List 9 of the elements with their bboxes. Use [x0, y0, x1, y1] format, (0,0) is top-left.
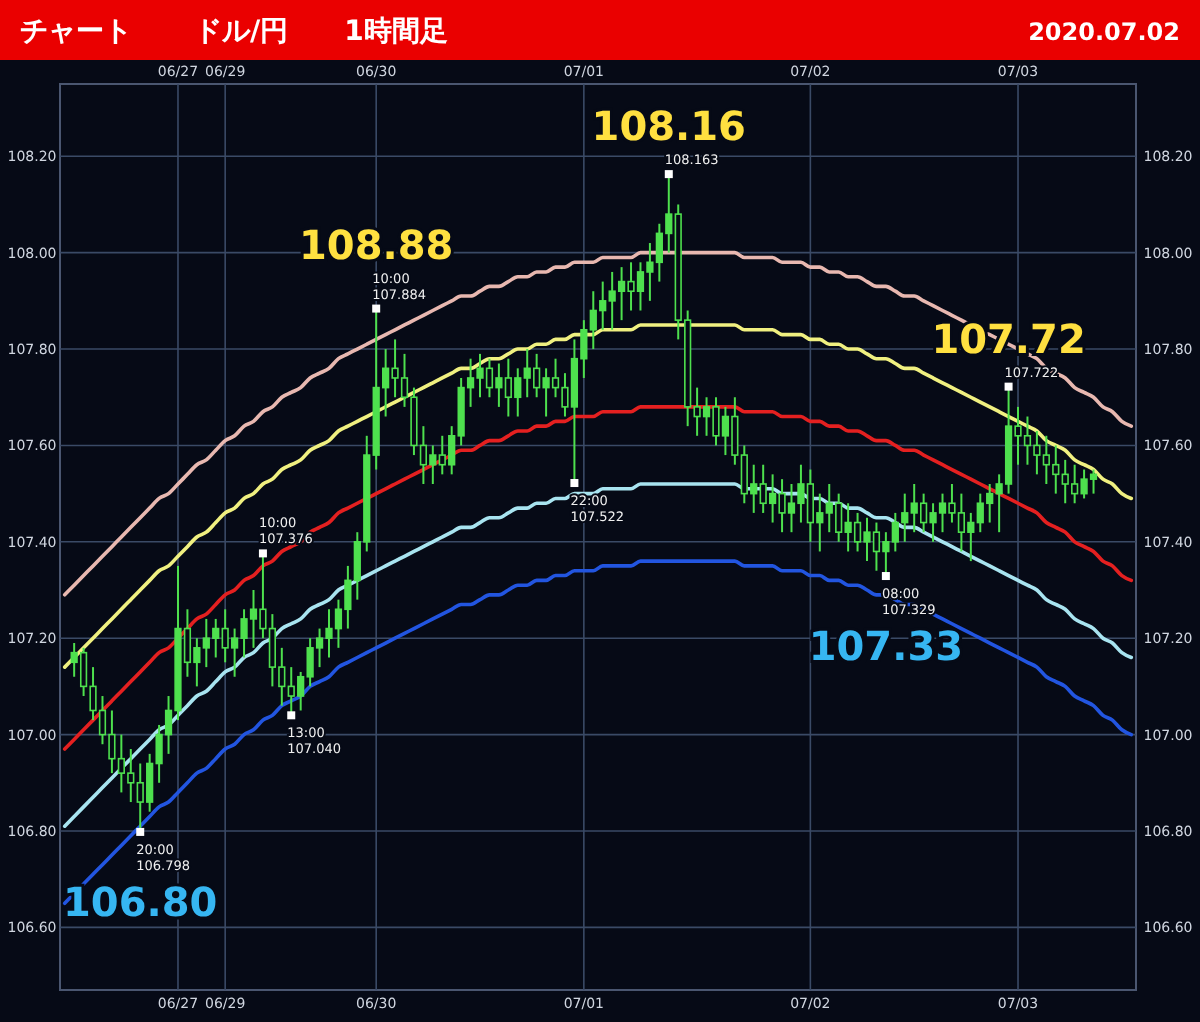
annotation: 108.16: [591, 102, 746, 151]
annotation: 108.88: [299, 220, 454, 269]
annotation: 107.33: [808, 622, 964, 671]
text: 2020.07.02: [1028, 18, 1180, 46]
chart-subtitle: ドル/円 1時間足: [194, 16, 448, 48]
line-series: [62, 405, 1134, 751]
annotation: 106.80: [63, 877, 218, 926]
line-series: [62, 323, 1134, 669]
chart-title: チャート: [20, 16, 132, 48]
